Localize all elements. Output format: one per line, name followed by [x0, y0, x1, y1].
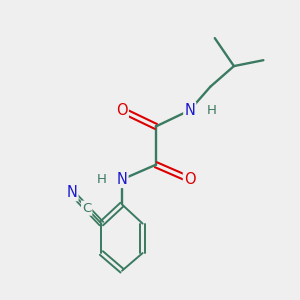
Text: N: N	[184, 103, 195, 118]
Text: H: H	[97, 173, 106, 186]
Text: H: H	[207, 104, 217, 117]
Text: N: N	[67, 185, 77, 200]
Text: O: O	[116, 103, 128, 118]
Text: O: O	[184, 172, 196, 187]
Text: C: C	[82, 202, 91, 215]
Text: N: N	[117, 172, 128, 187]
